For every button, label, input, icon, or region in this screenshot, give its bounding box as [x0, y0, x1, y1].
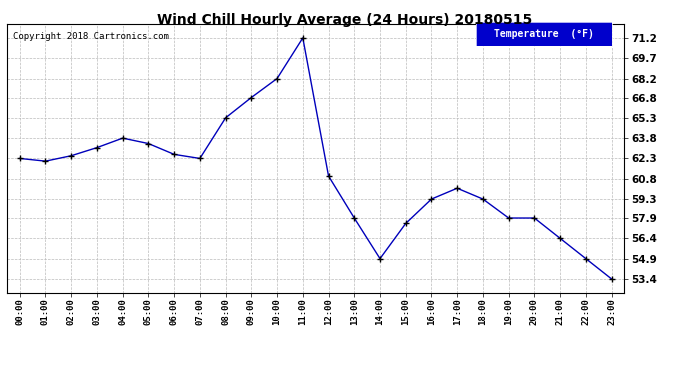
Text: Copyright 2018 Cartronics.com: Copyright 2018 Cartronics.com — [13, 32, 169, 41]
Text: Wind Chill Hourly Average (24 Hours) 20180515: Wind Chill Hourly Average (24 Hours) 201… — [157, 13, 533, 27]
